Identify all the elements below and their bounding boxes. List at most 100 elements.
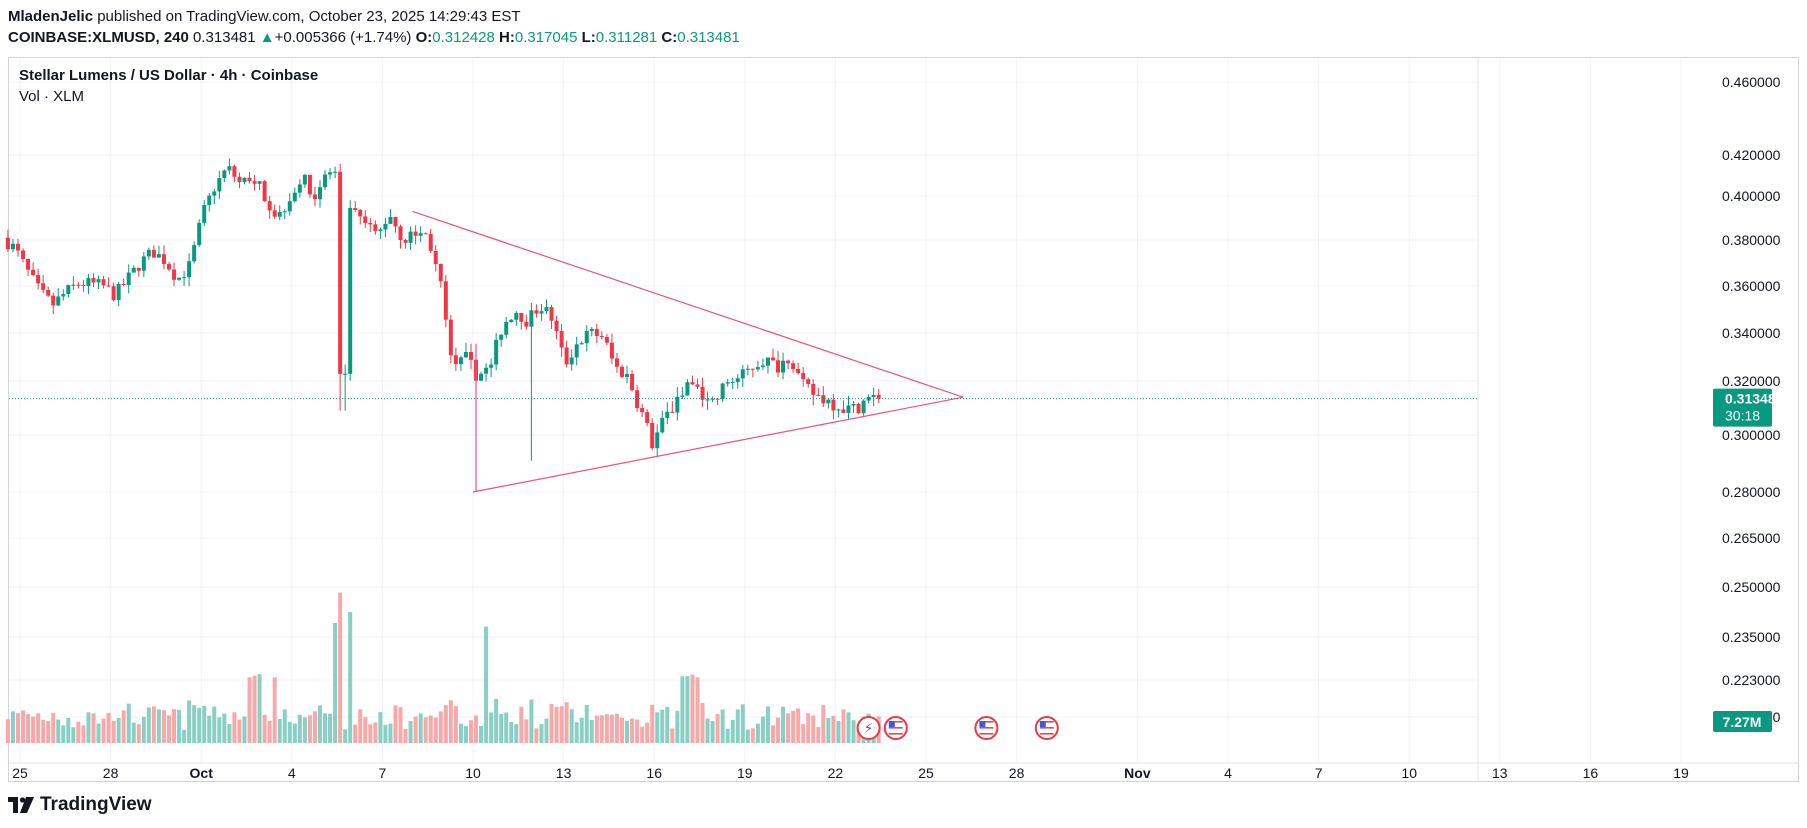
candle-body bbox=[252, 181, 257, 184]
volume-bar bbox=[781, 706, 786, 743]
volume-bar bbox=[26, 714, 31, 743]
volume-bar bbox=[302, 717, 307, 743]
volume-bar bbox=[841, 709, 846, 743]
candle-body bbox=[468, 351, 473, 360]
x-tick-label: 22 bbox=[828, 765, 844, 781]
event-lightning-icon[interactable]: ⚡ bbox=[856, 716, 881, 740]
candle-body bbox=[655, 432, 660, 449]
volume-bar bbox=[660, 709, 665, 743]
us-flag-event-icon[interactable] bbox=[883, 716, 908, 740]
volume-bar bbox=[584, 704, 589, 743]
volume-bar bbox=[750, 728, 755, 743]
current-price-label: 0.313481 bbox=[1725, 391, 1784, 407]
volume-bar bbox=[393, 705, 398, 743]
volume-bar bbox=[242, 716, 247, 743]
volume-indicator-label[interactable]: Vol · XLM bbox=[19, 88, 85, 105]
candle-body bbox=[801, 373, 806, 380]
candle-body bbox=[192, 245, 197, 262]
volume-bar bbox=[614, 713, 619, 743]
volume-bar bbox=[166, 715, 171, 743]
flag-stripe bbox=[979, 733, 994, 735]
candle-body bbox=[821, 395, 826, 404]
volume-bar bbox=[524, 719, 529, 743]
volume-bar bbox=[333, 623, 338, 743]
candle-body bbox=[458, 357, 463, 364]
volume-bar bbox=[56, 719, 61, 743]
volume-bar bbox=[61, 725, 66, 743]
candle-body bbox=[619, 366, 624, 377]
x-tick-label: 28 bbox=[103, 765, 119, 781]
volume-bar bbox=[358, 709, 363, 743]
tradingview-logo[interactable]: TradingView bbox=[8, 794, 152, 816]
candle-body bbox=[514, 312, 519, 320]
x-tick-label: Nov bbox=[1124, 765, 1151, 781]
candle-body bbox=[700, 386, 705, 400]
volume-bar bbox=[207, 715, 212, 743]
volume-bar bbox=[494, 698, 499, 743]
candle-body bbox=[574, 344, 579, 358]
candle-body bbox=[594, 328, 599, 336]
us-flag-event-icon[interactable] bbox=[1034, 716, 1059, 740]
volume-bar bbox=[609, 714, 614, 743]
volume-bar bbox=[373, 722, 378, 743]
up-arrow-icon: ▲ bbox=[259, 29, 275, 46]
x-tick-label: 25 bbox=[12, 765, 28, 781]
volume-bar bbox=[509, 721, 514, 743]
volume-bar bbox=[187, 700, 192, 743]
volume-bar bbox=[96, 723, 101, 743]
candle-body bbox=[358, 209, 363, 217]
candle-body bbox=[363, 216, 368, 223]
candle-body bbox=[217, 178, 222, 192]
volume-bar bbox=[202, 705, 207, 743]
chart-frame[interactable] bbox=[8, 57, 1799, 782]
volume-bar bbox=[433, 717, 438, 743]
volume-bar bbox=[640, 726, 645, 743]
candle-body bbox=[277, 212, 282, 217]
volume-bar bbox=[217, 717, 222, 743]
candle-body bbox=[46, 289, 51, 296]
us-flag-event-icon[interactable] bbox=[974, 716, 999, 740]
x-tick-label: 19 bbox=[737, 765, 753, 781]
volume-bar bbox=[786, 713, 791, 743]
candle-body bbox=[262, 181, 267, 202]
candle-body bbox=[317, 187, 322, 200]
candle-body bbox=[91, 278, 96, 283]
volume-bar bbox=[574, 722, 579, 743]
candle-body bbox=[710, 398, 715, 400]
candle-body bbox=[378, 229, 383, 232]
chart-title: Stellar Lumens / US Dollar · 4h · Coinba… bbox=[19, 67, 319, 84]
candle-body bbox=[846, 405, 851, 413]
volume-bar bbox=[680, 676, 685, 743]
candle-body bbox=[554, 320, 559, 332]
volume-bar bbox=[177, 709, 182, 743]
candle-body bbox=[489, 364, 494, 368]
candle-body bbox=[645, 412, 650, 423]
candle-body bbox=[438, 263, 443, 282]
candle-body bbox=[287, 201, 292, 212]
candle-body bbox=[81, 285, 86, 287]
candle-body bbox=[413, 231, 418, 236]
volume-bar bbox=[740, 704, 745, 743]
close-value: 0.313481 bbox=[677, 29, 740, 46]
candle-body bbox=[393, 216, 398, 227]
candle-body bbox=[539, 311, 544, 314]
volume-bar bbox=[232, 712, 237, 743]
candle-body bbox=[106, 285, 111, 287]
y-tick-label: 0.380000 bbox=[1722, 232, 1781, 248]
volume-bar bbox=[735, 709, 740, 743]
y-tick-label: 0.320000 bbox=[1722, 373, 1781, 389]
symbol-label: COINBASE:XLMUSD, 240 bbox=[8, 29, 189, 46]
candle-body bbox=[212, 191, 217, 196]
flag-stripe bbox=[888, 733, 903, 735]
candle-body bbox=[871, 394, 876, 397]
volume-bar bbox=[796, 708, 801, 743]
volume-bar bbox=[136, 724, 141, 743]
candle-body bbox=[640, 408, 645, 413]
candle-body bbox=[524, 321, 529, 327]
candle-body bbox=[242, 177, 247, 182]
author-name[interactable]: MladenJelic bbox=[8, 8, 94, 25]
candle-body bbox=[499, 334, 504, 340]
candle-body bbox=[750, 368, 755, 370]
x-tick-label: 7 bbox=[379, 765, 387, 781]
